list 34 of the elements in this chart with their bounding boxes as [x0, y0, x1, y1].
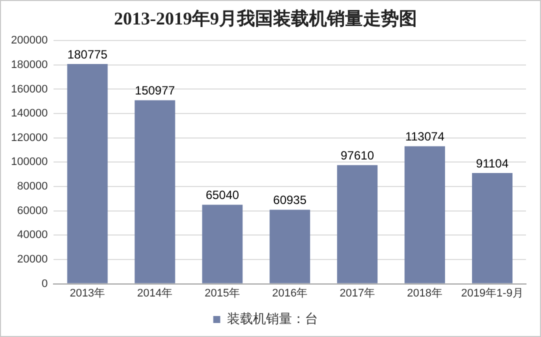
y-tick-label: 160000	[10, 83, 48, 96]
x-tick-label: 2016年	[272, 287, 308, 300]
y-tick-label: 60000	[17, 204, 48, 217]
chart-title: 2013-2019年9月我国装载机销量走势图	[114, 8, 417, 28]
y-tick-label: 100000	[10, 156, 48, 168]
data-label: 91104	[476, 156, 509, 170]
bar	[472, 173, 513, 284]
bar	[404, 146, 446, 284]
x-tick-label: 2013年	[70, 287, 106, 300]
bar	[67, 64, 108, 284]
x-tick-label: 2015年	[204, 287, 240, 300]
y-tick-label: 20000	[17, 254, 48, 266]
bar	[134, 100, 176, 284]
x-tick-label: 2019年1-9月	[461, 287, 524, 300]
data-label: 97610	[340, 148, 374, 162]
y-tick-label: 180000	[10, 58, 48, 71]
data-label: 113074	[405, 130, 445, 144]
x-tick-label: 2014年	[137, 287, 173, 300]
y-tick-label: 140000	[10, 108, 48, 120]
data-label: 150977	[134, 84, 176, 98]
x-tick-label: 2017年	[340, 287, 376, 300]
data-label: 65040	[206, 188, 240, 202]
bar	[202, 204, 243, 284]
y-tick-label: 200000	[10, 34, 48, 47]
bar	[270, 210, 310, 284]
data-label: 60935	[273, 193, 307, 208]
y-tick-label: 80000	[17, 180, 48, 193]
y-tick-label: 120000	[10, 132, 48, 144]
bar	[337, 165, 378, 284]
legend-label: 装载机销量：台	[226, 311, 318, 326]
y-tick-label: 40000	[17, 229, 48, 242]
data-label: 180775	[67, 47, 108, 62]
x-tick-label: 2018年	[407, 287, 443, 300]
y-tick-label: 0	[42, 278, 48, 290]
